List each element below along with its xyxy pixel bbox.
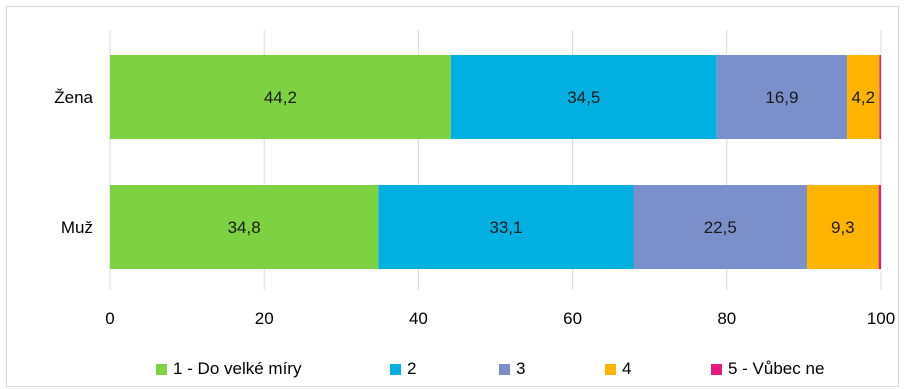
category-label: Žena	[54, 88, 93, 107]
chart-frame	[6, 6, 899, 387]
legend: 1 - Do velké míry 2 3 4 5 - Vůbec ne	[0, 355, 907, 383]
bar-segment	[378, 185, 634, 269]
data-label: 22,5	[704, 218, 737, 237]
bar-chart: 0 20 40 60 80 100 Žena 44,2 34,5 16,9 4,2 Muž 34,8 33…	[54, 30, 895, 328]
legend-label: 2	[407, 359, 417, 378]
legend-label: 1 - Do velké míry	[173, 359, 302, 378]
legend-label: 3	[516, 359, 526, 378]
bar-segment	[806, 185, 879, 269]
category-label: Muž	[61, 218, 93, 237]
data-label: 34,8	[228, 218, 261, 237]
legend-label: 4	[622, 359, 632, 378]
data-label: 33,1	[489, 218, 522, 237]
legend-swatch	[605, 363, 616, 375]
x-tick-label: 20	[255, 309, 274, 328]
legend-item: 2	[390, 355, 416, 383]
x-tick-label: 0	[105, 309, 114, 328]
bar-segment	[110, 55, 451, 139]
legend-item: 1 - Do velké míry	[156, 355, 301, 383]
legend-swatch	[390, 363, 401, 375]
data-label: 44,2	[264, 88, 297, 107]
legend-item: 4	[605, 355, 631, 383]
legend-item: 3	[499, 355, 525, 383]
legend-swatch	[499, 363, 510, 375]
bar-segment	[879, 55, 881, 139]
bar-segment	[878, 185, 881, 269]
data-label: 9,3	[831, 218, 855, 237]
bar-segment	[847, 55, 880, 139]
legend-label: 5 - Vůbec ne	[728, 359, 825, 378]
bar-segment	[110, 185, 379, 269]
x-tick-label: 80	[717, 309, 736, 328]
legend-item: 5 - Vůbec ne	[711, 355, 824, 383]
legend-swatch	[711, 363, 722, 375]
legend-swatch	[156, 363, 167, 375]
data-label: 4,2	[851, 88, 875, 107]
x-tick-label: 100	[867, 309, 895, 328]
bar-segment	[633, 185, 807, 269]
data-label: 16,9	[765, 88, 798, 107]
bar-segment	[716, 55, 848, 139]
x-tick-label: 60	[563, 309, 582, 328]
bar-segment	[450, 55, 717, 139]
x-tick-label: 40	[409, 309, 428, 328]
data-label: 34,5	[567, 88, 600, 107]
